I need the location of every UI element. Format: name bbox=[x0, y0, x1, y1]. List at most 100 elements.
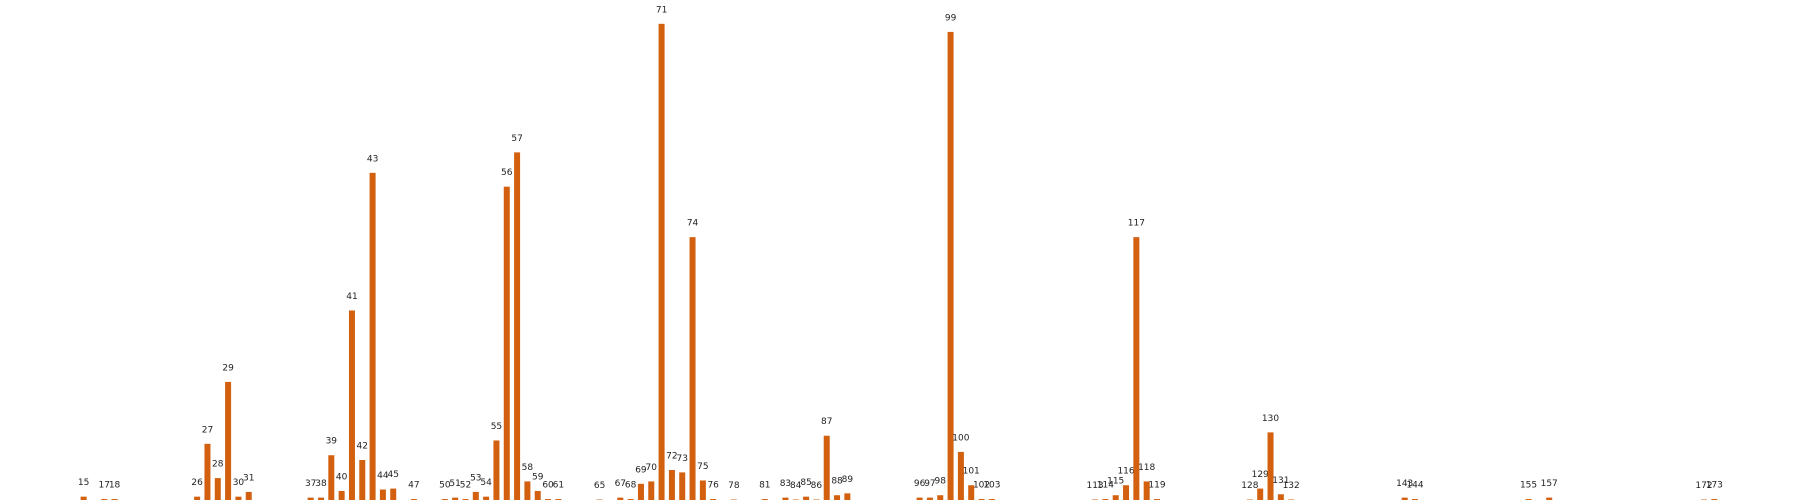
peak-label: 57 bbox=[511, 134, 522, 144]
bar bbox=[658, 23, 665, 500]
bar bbox=[369, 172, 376, 500]
peak-label: 155 bbox=[1520, 481, 1537, 491]
peak-label: 84 bbox=[790, 481, 802, 491]
bar bbox=[317, 497, 324, 500]
peak-label: 41 bbox=[346, 292, 357, 302]
bar bbox=[379, 489, 386, 500]
bar bbox=[225, 381, 232, 500]
peak-label: 45 bbox=[388, 470, 399, 480]
peak-label: 58 bbox=[522, 463, 534, 473]
bar bbox=[390, 488, 397, 500]
peak-label: 40 bbox=[336, 472, 348, 482]
peak-label: 113 bbox=[1086, 481, 1103, 491]
peak-label: 37 bbox=[305, 479, 316, 489]
bar bbox=[699, 480, 706, 500]
bar bbox=[307, 497, 314, 500]
peak-label: 26 bbox=[191, 478, 203, 488]
bar bbox=[1112, 495, 1119, 500]
bar bbox=[916, 497, 923, 500]
peak-label: 99 bbox=[945, 13, 957, 23]
bar bbox=[204, 443, 211, 500]
bar bbox=[617, 497, 624, 500]
bar bbox=[782, 497, 789, 500]
peak-label: 114 bbox=[1097, 481, 1114, 491]
peak-label: 68 bbox=[625, 481, 637, 491]
bar bbox=[348, 310, 355, 500]
peak-label: 118 bbox=[1138, 463, 1155, 473]
peak-label: 119 bbox=[1148, 481, 1165, 491]
bar bbox=[926, 497, 933, 500]
peak-label: 53 bbox=[470, 473, 481, 483]
peak-label: 29 bbox=[222, 363, 234, 373]
peak-label: 38 bbox=[315, 479, 327, 489]
peak-label: 129 bbox=[1252, 470, 1269, 480]
bar bbox=[472, 491, 479, 500]
bar bbox=[214, 478, 221, 500]
peak-label: 17 bbox=[99, 481, 110, 491]
peak-label: 88 bbox=[831, 477, 843, 487]
peak-label: 27 bbox=[202, 425, 213, 435]
bar bbox=[1277, 494, 1284, 500]
peak-label: 103 bbox=[983, 481, 1000, 491]
bar bbox=[648, 481, 655, 500]
bar bbox=[235, 496, 242, 500]
bar bbox=[1123, 485, 1130, 500]
peak-label: 157 bbox=[1541, 479, 1558, 489]
bar bbox=[1133, 237, 1140, 500]
peak-label: 51 bbox=[449, 479, 460, 489]
peak-label: 97 bbox=[924, 479, 935, 489]
peak-label: 102 bbox=[973, 481, 990, 491]
bar bbox=[328, 455, 335, 500]
peak-label: 117 bbox=[1128, 219, 1145, 229]
bar bbox=[689, 237, 696, 500]
peak-label: 55 bbox=[491, 422, 502, 432]
peak-label: 67 bbox=[615, 479, 626, 489]
peak-label: 172 bbox=[1695, 481, 1712, 491]
peak-label: 86 bbox=[811, 481, 823, 491]
peak-label: 100 bbox=[952, 433, 969, 443]
bar bbox=[679, 472, 686, 500]
peak-label: 18 bbox=[109, 481, 121, 491]
peak-label: 115 bbox=[1107, 477, 1124, 487]
peak-label: 89 bbox=[842, 475, 854, 485]
bar bbox=[1143, 481, 1150, 500]
bar bbox=[1401, 497, 1408, 500]
peak-label: 85 bbox=[800, 478, 811, 488]
peak-label: 83 bbox=[780, 479, 791, 489]
peak-label: 43 bbox=[367, 154, 378, 164]
peak-label: 65 bbox=[594, 481, 605, 491]
peak-label: 59 bbox=[532, 472, 544, 482]
peak-label: 98 bbox=[935, 477, 947, 487]
peak-label: 50 bbox=[439, 481, 451, 491]
peak-label: 52 bbox=[460, 481, 471, 491]
peak-label: 101 bbox=[963, 467, 980, 477]
peak-label: 28 bbox=[212, 460, 224, 470]
bar bbox=[483, 496, 490, 500]
bar bbox=[514, 152, 521, 500]
bar bbox=[668, 470, 675, 500]
peak-label: 15 bbox=[78, 478, 89, 488]
peak-label: 128 bbox=[1241, 481, 1258, 491]
peak-label: 73 bbox=[676, 454, 687, 464]
peak-label: 87 bbox=[821, 417, 832, 427]
bar bbox=[1257, 488, 1264, 500]
bar bbox=[1267, 432, 1274, 500]
peak-label: 56 bbox=[501, 168, 513, 178]
peak-label: 75 bbox=[697, 462, 708, 472]
peak-label: 143 bbox=[1396, 479, 1413, 489]
bar bbox=[503, 186, 510, 500]
peak-label: 31 bbox=[243, 473, 254, 483]
peak-label: 173 bbox=[1706, 481, 1723, 491]
bar bbox=[834, 495, 841, 500]
bar bbox=[823, 435, 830, 500]
peak-label: 72 bbox=[666, 452, 677, 462]
bar bbox=[844, 493, 851, 500]
peak-label: 47 bbox=[408, 481, 419, 491]
peak-label: 81 bbox=[759, 481, 770, 491]
peak-label: 42 bbox=[357, 442, 368, 452]
bar bbox=[937, 495, 944, 500]
bar bbox=[194, 496, 201, 500]
peak-label: 74 bbox=[687, 219, 699, 229]
